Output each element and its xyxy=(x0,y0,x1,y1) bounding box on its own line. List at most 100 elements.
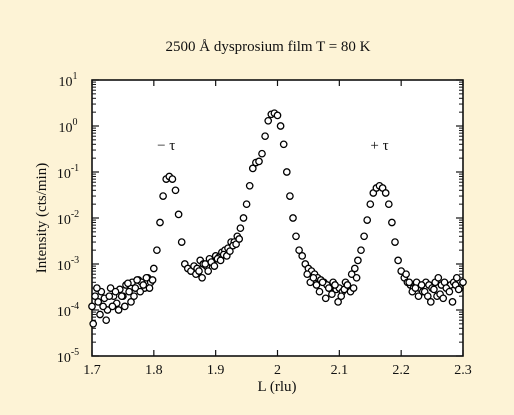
data-point xyxy=(195,267,203,275)
data-point xyxy=(292,232,300,241)
data-point xyxy=(347,270,356,279)
x-tick-label: 2.2 xyxy=(392,363,410,378)
data-point xyxy=(394,256,402,265)
data-point xyxy=(127,298,135,306)
data-point xyxy=(337,292,346,301)
data-point xyxy=(349,284,358,292)
data-point xyxy=(145,284,154,292)
data-point xyxy=(279,140,288,149)
data-point xyxy=(423,292,432,301)
x-tick-label: 2.3 xyxy=(454,363,472,378)
data-point xyxy=(93,284,101,292)
data-point xyxy=(309,273,318,282)
data-point xyxy=(350,264,359,273)
data-point xyxy=(276,122,285,130)
y-tick-label: 10-2 xyxy=(57,209,79,228)
data-point xyxy=(226,247,234,256)
data-point xyxy=(273,111,282,120)
annotations: − τ + τ xyxy=(157,138,389,154)
data-point xyxy=(139,281,148,289)
chart-title: 2500 Å dysprosium film T = 80 K xyxy=(166,39,371,55)
data-point xyxy=(89,319,98,328)
data-point xyxy=(343,281,352,289)
data-point xyxy=(91,292,99,301)
data-point xyxy=(328,290,336,299)
plot-area xyxy=(91,79,464,357)
data-point xyxy=(149,264,158,273)
data-point xyxy=(248,164,257,173)
data-point xyxy=(439,294,448,303)
data-point xyxy=(303,270,312,279)
data-point xyxy=(102,316,111,325)
y-tick-label: 10-1 xyxy=(57,163,79,182)
data-point xyxy=(414,292,423,301)
data-point xyxy=(216,256,225,265)
data-point xyxy=(105,292,114,301)
data-point xyxy=(142,273,151,282)
data-point xyxy=(430,285,438,294)
data-point xyxy=(96,310,104,319)
data-point xyxy=(133,276,141,284)
data-point xyxy=(242,200,251,209)
data-point xyxy=(264,116,273,125)
data-point xyxy=(120,302,129,311)
data-point xyxy=(289,214,297,222)
x-axis: 1.7 1.8 1.9 2 2.1 2.2 2.3 xyxy=(83,80,472,378)
data-point xyxy=(174,210,183,219)
data-point xyxy=(360,232,368,241)
data-point xyxy=(88,302,96,311)
y-tick-label: 10-3 xyxy=(57,255,79,274)
x-tick-label: 2.1 xyxy=(331,363,349,378)
peak-annotation: + τ xyxy=(370,138,388,154)
data-point xyxy=(318,278,327,287)
y-tick-label: 100 xyxy=(59,117,78,136)
data-point xyxy=(312,281,321,289)
data-point xyxy=(405,278,414,287)
data-point xyxy=(124,279,132,288)
data-point xyxy=(321,294,330,303)
data-point xyxy=(156,218,164,227)
y-tick-label: 101 xyxy=(59,71,78,90)
data-point xyxy=(295,246,303,255)
data-point xyxy=(298,252,307,260)
data-point xyxy=(357,246,365,255)
data-point xyxy=(448,298,457,306)
data-point xyxy=(108,302,117,311)
data-point xyxy=(445,287,454,296)
data-point xyxy=(286,192,294,200)
data-point xyxy=(388,218,396,227)
data-point xyxy=(324,284,333,292)
data-point xyxy=(94,298,103,306)
y-tick-label: 10-5 xyxy=(57,347,79,366)
data-point xyxy=(125,287,133,296)
data-point xyxy=(198,273,206,282)
data-point xyxy=(171,186,180,195)
x-tick-label: 2 xyxy=(274,363,281,378)
data-point xyxy=(459,278,467,287)
data-point xyxy=(204,267,213,275)
data-point xyxy=(261,132,269,141)
data-point xyxy=(136,287,145,296)
peak-annotation: − τ xyxy=(157,138,175,154)
data-point xyxy=(168,175,177,183)
y-tick-label: 10-4 xyxy=(57,301,79,320)
data-point xyxy=(454,285,463,294)
data-point xyxy=(315,287,324,296)
data-point xyxy=(117,292,126,301)
data-point xyxy=(201,260,210,268)
data-point xyxy=(258,149,266,158)
data-point xyxy=(236,224,245,233)
x-axis-label: L (rlu) xyxy=(257,379,296,395)
data-points xyxy=(88,109,467,328)
data-point xyxy=(99,302,107,311)
data-point xyxy=(411,284,420,292)
x-tick-label: 1.9 xyxy=(207,363,225,378)
data-point xyxy=(130,292,138,301)
data-point xyxy=(381,189,390,197)
data-point xyxy=(334,298,342,306)
data-point xyxy=(114,306,123,314)
data-point xyxy=(148,276,157,284)
y-axis: 10-5 10-4 10-3 10-2 10-1 100 101 xyxy=(57,71,463,366)
data-point xyxy=(391,238,399,246)
